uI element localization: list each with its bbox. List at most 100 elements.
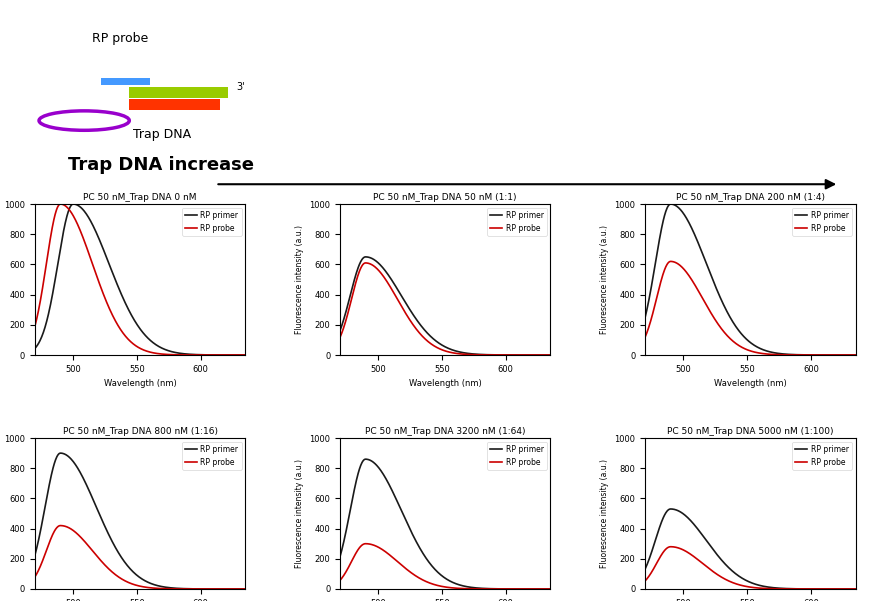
RP primer [236,352,246,359]
RP probe [640,578,650,585]
RP probe [144,348,155,355]
RP primer [665,505,676,513]
X-axis label: Wavelength (nm): Wavelength (nm) [409,379,482,388]
RP primer [546,352,556,359]
RP primer [130,318,141,325]
RP primer [813,585,823,593]
RP primer [334,553,345,560]
RP probe [508,352,519,359]
Legend: RP primer, RP probe: RP primer, RP probe [793,442,852,470]
Title: PC 50 nM_Trap DNA 3200 nM (1:64): PC 50 nM_Trap DNA 3200 nM (1:64) [365,427,526,436]
Legend: RP primer, RP probe: RP primer, RP probe [487,208,546,236]
RP primer [546,585,556,593]
Legend: RP primer, RP probe: RP primer, RP probe [487,442,546,470]
RP probe [131,343,141,350]
RP primer [846,352,856,359]
RP probe [131,582,141,589]
RP probe [55,522,65,529]
FancyBboxPatch shape [100,78,150,85]
Line: RP probe: RP probe [340,263,551,355]
RP probe [144,584,155,591]
RP primer [144,336,155,343]
Text: 3': 3' [236,82,244,92]
RP primer [240,585,251,593]
RP probe [540,585,551,593]
Line: RP probe: RP probe [35,526,245,589]
RP primer [460,349,471,356]
RP probe [540,352,551,359]
RP probe [334,334,345,341]
RP primer [850,585,861,593]
Y-axis label: Fluorescence intensity (a.u.): Fluorescence intensity (a.u.) [600,225,608,334]
RP primer [361,456,371,463]
Line: RP primer: RP primer [645,204,856,355]
RP probe [240,585,251,593]
RP primer [640,314,650,321]
RP probe [361,540,371,548]
RP primer [30,345,40,352]
RP primer [203,351,213,358]
Line: RP primer: RP primer [340,257,551,355]
RP primer [754,582,765,589]
RP probe [665,543,676,551]
FancyBboxPatch shape [129,87,228,97]
RP probe [546,352,556,359]
Line: RP primer: RP primer [645,509,856,589]
RP primer [741,336,752,343]
RP probe [508,585,519,593]
RP primer [130,570,141,578]
RP probe [30,323,40,330]
Legend: RP primer, RP probe: RP primer, RP probe [793,208,852,236]
RP probe [740,346,751,353]
RP primer [436,341,447,349]
RP primer [30,552,40,559]
RP probe [130,342,141,349]
RP probe [850,585,861,593]
RP primer [449,347,459,354]
RP primer [740,576,751,584]
RP primer [131,572,141,579]
RP primer [508,585,519,593]
RP primer [334,327,345,334]
RP probe [850,352,861,359]
Title: PC 50 nM_Trap DNA 50 nM (1:1): PC 50 nM_Trap DNA 50 nM (1:1) [374,193,517,202]
Text: RP probe: RP probe [93,32,148,45]
RP probe [236,585,246,593]
RP primer [68,201,79,208]
RP probe [546,585,556,593]
Line: RP primer: RP primer [340,459,551,589]
RP primer [813,352,823,359]
RP probe [766,351,776,358]
Y-axis label: Fluorescence intensity (a.u.): Fluorescence intensity (a.u.) [295,459,304,568]
RP primer [754,344,765,352]
RP probe [361,259,371,266]
RP primer [203,585,213,593]
RP probe [665,258,676,265]
X-axis label: Wavelength (nm): Wavelength (nm) [104,379,176,388]
RP primer [236,585,246,593]
RP primer [155,344,166,351]
RP probe [334,577,345,584]
Title: PC 50 nM_Trap DNA 800 nM (1:16): PC 50 nM_Trap DNA 800 nM (1:16) [63,427,217,436]
RP probe [240,352,251,359]
Line: RP probe: RP probe [35,204,245,355]
RP probe [766,585,776,592]
RP primer [435,341,445,348]
Line: RP probe: RP probe [645,261,856,355]
RP probe [203,352,213,359]
RP probe [30,573,40,581]
RP probe [846,585,856,593]
RP probe [436,346,447,353]
RP probe [436,583,447,590]
RP probe [55,201,65,208]
RP probe [741,346,752,353]
RP probe [155,350,166,358]
Y-axis label: Fluorescence intensity (a.u.): Fluorescence intensity (a.u.) [295,225,304,334]
RP probe [460,351,471,358]
X-axis label: Wavelength (nm): Wavelength (nm) [714,379,787,388]
RP primer [740,335,751,342]
Legend: RP primer, RP probe: RP primer, RP probe [182,208,242,236]
RP probe [130,581,141,588]
RP probe [754,585,765,592]
RP primer [665,201,676,208]
